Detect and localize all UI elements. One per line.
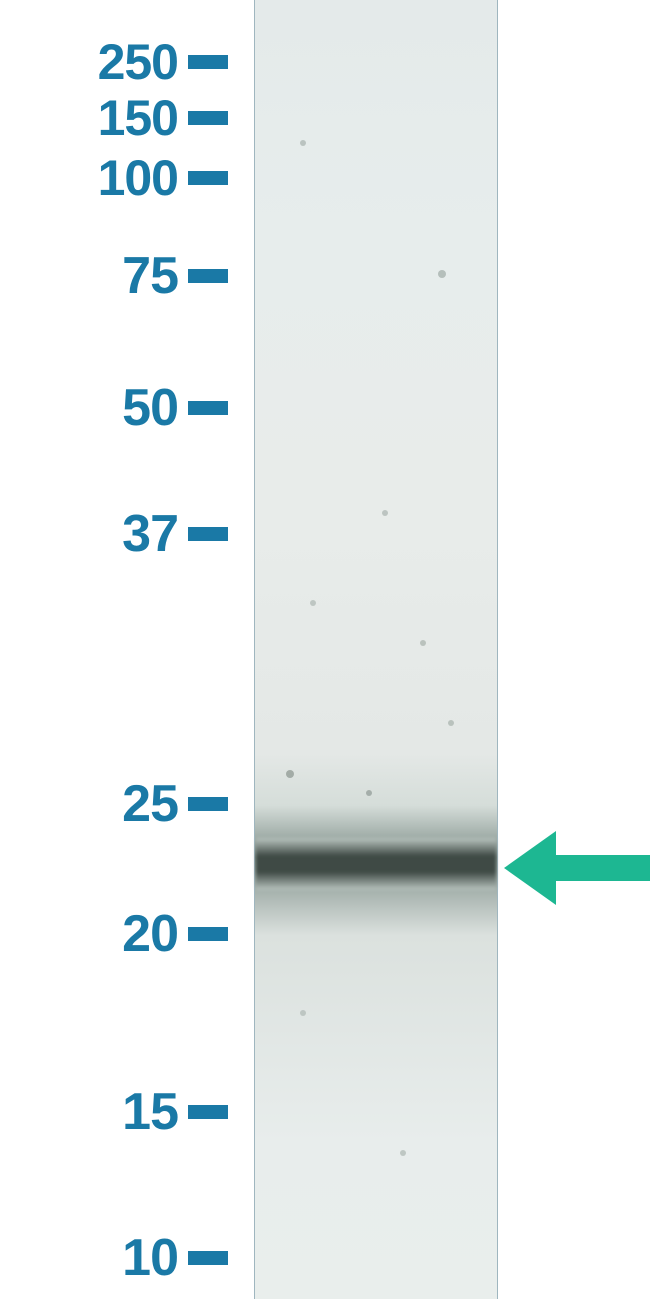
western-blot-figure: 25015010075503725201510 xyxy=(0,0,650,1299)
arrow-shaft xyxy=(556,855,650,881)
arrow-head xyxy=(504,831,556,905)
band-indicator-arrow xyxy=(0,0,650,1299)
